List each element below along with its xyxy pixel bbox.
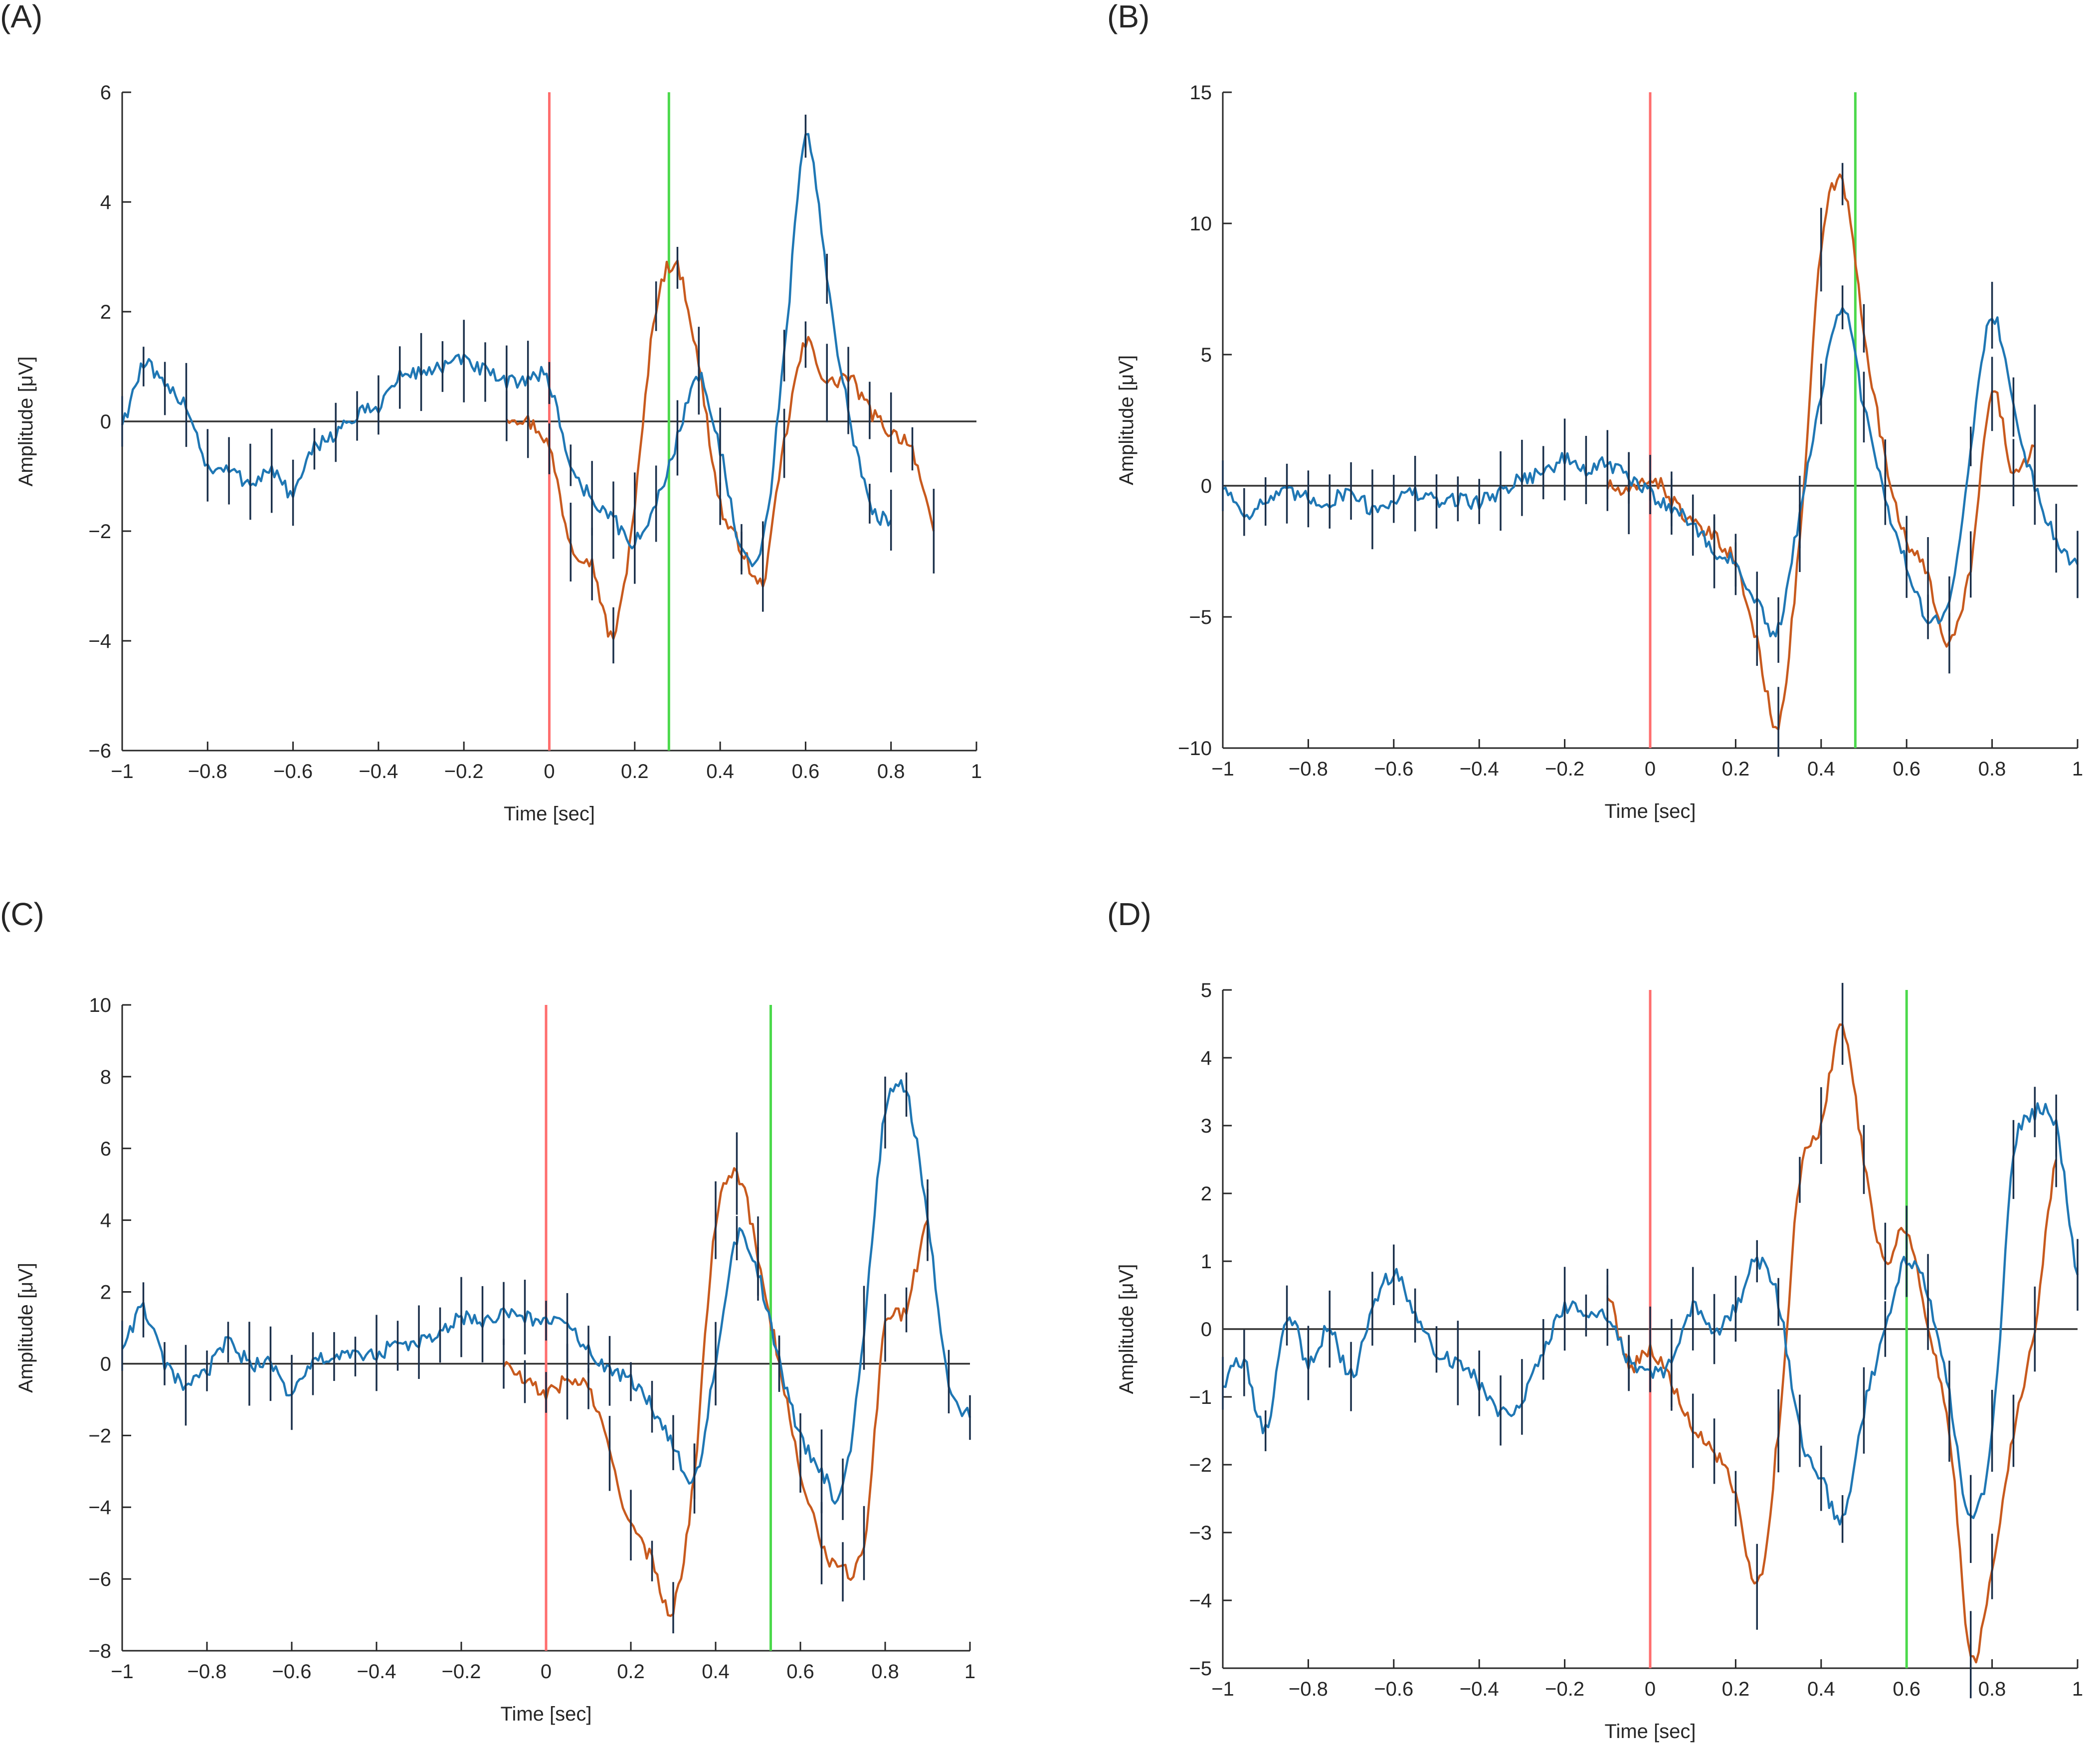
x-tick-label: −0.8 <box>188 761 227 782</box>
y-tick-label: −2 <box>88 1425 111 1447</box>
x-tick-label: −0.2 <box>1545 1678 1584 1700</box>
x-tick-label: −0.4 <box>1460 1678 1499 1700</box>
y-tick-label: 1 <box>1201 1251 1212 1273</box>
x-axis-label: Time [sec] <box>501 1703 592 1725</box>
x-tick-label: 0.6 <box>786 1661 814 1683</box>
panel-label: (C) <box>0 896 44 932</box>
x-tick-label: 1 <box>964 1661 975 1683</box>
x-tick-label: −0.8 <box>1289 758 1328 780</box>
x-tick-label: 0.2 <box>1722 1678 1750 1700</box>
y-tick-label: 15 <box>1190 82 1212 104</box>
x-tick-label: 0.6 <box>1893 1678 1920 1700</box>
y-tick-label: 6 <box>100 82 111 104</box>
y-tick-label: −2 <box>1189 1454 1212 1476</box>
x-tick-label: 0.8 <box>1978 1678 2006 1700</box>
y-tick-label: −5 <box>1189 606 1212 628</box>
chart-panel: (C) −1 −0.8 −0.6 −0.4 −0.2 0 0.2 0.4 0.6 0.8 1 −8 −6 −… <box>0 896 975 1725</box>
x-tick-label: 0.4 <box>1807 1678 1835 1700</box>
x-axis-label: Time [sec] <box>1605 800 1696 822</box>
y-axis-label: Amplitude [μV] <box>15 1263 37 1393</box>
x-tick-label: 1 <box>2072 1678 2083 1700</box>
x-tick-label: −0.4 <box>357 1661 396 1683</box>
x-tick-label: 0.2 <box>1722 758 1750 780</box>
x-tick-label: 0.4 <box>706 761 734 782</box>
x-tick-label: 1 <box>2072 758 2083 780</box>
x-tick-label: −0.4 <box>1460 758 1499 780</box>
y-tick-label: −4 <box>88 630 111 652</box>
y-tick-label: 0 <box>1201 475 1212 497</box>
y-tick-label: 4 <box>100 1210 111 1232</box>
y-tick-label: 2 <box>100 301 111 323</box>
x-tick-label: −0.2 <box>444 761 484 782</box>
y-axis-label: Amplitude [μV] <box>1116 1264 1138 1394</box>
y-tick-label: −2 <box>88 521 111 543</box>
x-tick-label: 0.4 <box>1807 758 1835 780</box>
x-tick-label: −0.2 <box>1545 758 1584 780</box>
x-tick-label: −0.6 <box>1374 758 1413 780</box>
panel-label: (A) <box>0 0 42 34</box>
x-tick-label: −0.2 <box>442 1661 481 1683</box>
y-tick-label: −8 <box>88 1640 111 1662</box>
y-tick-label: 0 <box>1201 1319 1212 1341</box>
x-tick-label: 0.6 <box>1893 758 1920 780</box>
y-axis-label: Amplitude [μV] <box>15 357 37 487</box>
chart-panel: (A) −1 −0.8 −0.6 −0.4 −0.2 0 0.2 0.4 0.6 0.8 1 −6 −4 −… <box>0 0 982 825</box>
chart-panel: (D) −1 −0.8 −0.6 −0.4 −0.2 0 0.2 0.4 0.6 0.8 1 −5 −4 −… <box>1107 896 2083 1743</box>
y-tick-label: 2 <box>100 1282 111 1304</box>
y-tick-label: 5 <box>1201 344 1212 366</box>
y-tick-label: 4 <box>1201 1047 1212 1069</box>
x-tick-label: −1 <box>111 1661 134 1683</box>
y-tick-label: 3 <box>1201 1115 1212 1137</box>
y-tick-label: −3 <box>1189 1522 1212 1544</box>
y-tick-label: 6 <box>100 1138 111 1160</box>
x-tick-label: −0.6 <box>273 761 313 782</box>
x-tick-label: −1 <box>111 761 134 782</box>
x-tick-label: −0.8 <box>1289 1678 1328 1700</box>
x-tick-label: −0.6 <box>272 1661 312 1683</box>
x-tick-label: −1 <box>1211 758 1234 780</box>
x-tick-label: 0.8 <box>877 761 905 782</box>
x-tick-label: −0.4 <box>359 761 398 782</box>
x-tick-label: 0 <box>1645 758 1656 780</box>
x-tick-label: 0 <box>541 1661 552 1683</box>
panel-label: (D) <box>1107 896 1151 932</box>
y-tick-label: 4 <box>100 192 111 213</box>
y-tick-label: 10 <box>1190 213 1212 235</box>
x-axis-label: Time [sec] <box>504 803 595 825</box>
x-tick-label: −0.8 <box>188 1661 227 1683</box>
x-tick-label: 0.8 <box>1978 758 2006 780</box>
x-tick-label: 1 <box>971 761 982 782</box>
y-tick-label: −5 <box>1189 1658 1212 1680</box>
y-tick-label: −1 <box>1189 1386 1212 1408</box>
y-tick-label: 0 <box>100 1353 111 1375</box>
x-tick-label: 0 <box>1645 1678 1656 1700</box>
x-axis-label: Time [sec] <box>1605 1721 1696 1743</box>
y-tick-label: −6 <box>88 1568 111 1590</box>
x-tick-label: −0.6 <box>1374 1678 1413 1700</box>
y-axis-label: Amplitude [μV] <box>1116 355 1138 485</box>
y-tick-label: −4 <box>88 1497 111 1519</box>
y-tick-label: −6 <box>88 740 111 762</box>
y-tick-label: 8 <box>100 1066 111 1088</box>
x-tick-label: 0.2 <box>621 761 649 782</box>
chart-panel: (B) −1 −0.8 −0.6 −0.4 −0.2 0 0.2 0.4 0.6 0.8 1 −10 −5… <box>1107 0 2083 822</box>
y-tick-label: 5 <box>1201 979 1212 1001</box>
y-tick-label: 10 <box>89 994 112 1016</box>
y-tick-label: −10 <box>1178 738 1212 760</box>
y-tick-label: −4 <box>1189 1590 1212 1612</box>
x-tick-label: 0.6 <box>792 761 820 782</box>
x-tick-label: 0.8 <box>871 1661 899 1683</box>
panel-label: (B) <box>1107 0 1149 34</box>
x-tick-label: 0.4 <box>702 1661 730 1683</box>
y-tick-label: 0 <box>100 411 111 433</box>
x-tick-label: −1 <box>1211 1678 1234 1700</box>
series-line-orange <box>1606 1023 2058 1664</box>
x-tick-label: 0.2 <box>617 1661 645 1683</box>
x-tick-label: 0 <box>544 761 555 782</box>
y-tick-label: 2 <box>1201 1183 1212 1205</box>
